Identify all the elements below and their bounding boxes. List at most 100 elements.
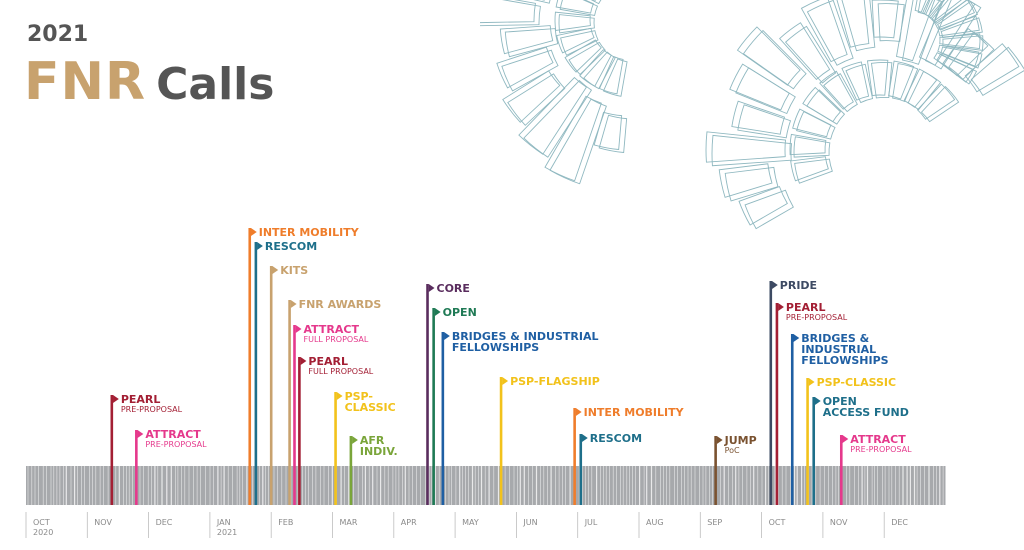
month-name: OCT	[768, 518, 786, 527]
call-flag	[300, 357, 307, 365]
call-name: PEARL	[308, 355, 348, 368]
deco-line	[559, 0, 599, 16]
deco-line	[784, 25, 837, 84]
deco-segment	[499, 25, 559, 58]
deco-segment	[819, 70, 858, 113]
call-label: PSP-FLAGSHIP	[510, 376, 600, 387]
deco-segment	[518, 76, 593, 158]
deco-line	[936, 53, 978, 85]
deco-segment	[502, 70, 566, 126]
deco-line	[544, 95, 602, 182]
deco-segment	[933, 52, 978, 85]
month-label: MAR	[340, 518, 358, 528]
deco-line	[496, 46, 554, 89]
call-name: AFR INDIV.	[359, 434, 398, 458]
call-label: OPEN	[443, 307, 477, 318]
call-label: ATTRACT PRE-PROPOSAL	[850, 434, 911, 454]
month-label: JUN	[523, 518, 537, 528]
call-subtitle: PoC	[724, 446, 740, 455]
deco-line	[555, 0, 595, 14]
deco-line	[892, 62, 919, 102]
month-name: DEC	[891, 518, 908, 527]
deco-segment	[895, 0, 942, 65]
deco-line	[964, 43, 1020, 93]
month-name: NOV	[94, 518, 112, 527]
deco-line	[523, 79, 593, 158]
deco-line	[792, 108, 832, 138]
deco-segment	[718, 163, 779, 202]
deco-line	[819, 70, 854, 110]
deco-line	[940, 46, 983, 69]
call-name: JUMP	[724, 434, 757, 447]
deco-line	[866, 59, 889, 97]
deco-line	[836, 0, 870, 48]
call-label: RESCOM	[265, 241, 317, 252]
call-flag	[808, 378, 815, 386]
deco-line	[916, 83, 956, 120]
call-name: INTER MOBILITY	[258, 226, 359, 239]
month-label: DEC	[156, 518, 173, 528]
call-label: KITS	[280, 265, 308, 276]
call-flag	[295, 325, 302, 333]
deco-line	[901, 0, 942, 65]
deco-line	[590, 0, 602, 5]
month-label: NOV	[94, 518, 112, 528]
call-name: PRIDE	[779, 279, 818, 292]
deco-segment	[918, 0, 982, 70]
deco-segment	[738, 186, 794, 230]
call-name: PSP-CLASSIC	[816, 376, 897, 389]
call-label: INTER MOBILITY	[259, 227, 359, 238]
deco-segment	[554, 11, 595, 34]
call-name: ATTRACT	[303, 323, 359, 336]
deco-segment	[937, 44, 983, 69]
deco-segment	[579, 49, 616, 90]
month-name: JAN	[216, 518, 231, 527]
deco-segment	[866, 59, 893, 99]
month-name: MAY	[462, 518, 479, 527]
call-subtitle: FULL PROPOSAL	[303, 335, 369, 344]
call-flag	[444, 332, 450, 340]
call-name: INTER MOBILITY	[583, 406, 684, 419]
deco-segment	[871, 0, 905, 42]
deco-line	[549, 98, 607, 185]
deco-line	[970, 46, 1024, 97]
call-flag	[428, 284, 435, 292]
month-name: SEP	[707, 518, 723, 527]
deco-line	[554, 11, 591, 31]
deco-line	[744, 189, 794, 230]
deco-line	[742, 29, 807, 90]
month-name: FEB	[278, 518, 294, 527]
deco-segment	[928, 0, 968, 24]
deco-line	[507, 73, 566, 126]
call-label: PEARL PRE-PROPOSAL	[121, 394, 182, 414]
deco-line	[823, 73, 858, 113]
deco-line	[790, 156, 829, 182]
month-label: NOV	[830, 518, 848, 528]
deco-line	[480, 0, 541, 27]
call-name: FNR AWARDS	[298, 298, 382, 311]
call-flag	[502, 377, 509, 385]
call-name: BRIDGES & INDUSTRIAL FELLOWSHIPS	[801, 332, 889, 367]
month-label: JAN 2021	[217, 518, 237, 538]
deco-segment	[731, 100, 792, 139]
deco-line	[841, 61, 870, 101]
deco-line	[778, 22, 831, 81]
deco-segment	[888, 60, 919, 102]
deco-line	[556, 27, 595, 54]
month-label: MAY	[462, 518, 479, 528]
deco-segment	[836, 0, 876, 52]
call-flag	[814, 397, 821, 405]
deco-segment	[555, 0, 599, 16]
month-year: 2021	[216, 528, 238, 537]
call-name: PEARL	[785, 301, 826, 314]
call-name: RESCOM	[589, 432, 643, 445]
month-name: AUG	[646, 518, 664, 527]
deco-line	[789, 133, 827, 156]
call-flag	[113, 395, 119, 403]
call-flag	[793, 334, 800, 342]
deco-line	[841, 0, 876, 52]
deco-line	[806, 0, 854, 66]
call-label: PSP-CLASSIC	[817, 377, 897, 388]
call-subtitle: PRE-PROPOSAL	[850, 445, 912, 454]
deco-segment	[792, 108, 836, 140]
